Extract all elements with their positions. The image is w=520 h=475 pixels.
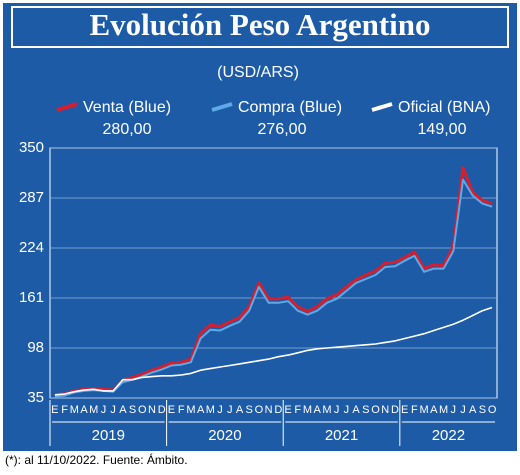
legend-label: Compra (Blue) [238, 99, 342, 116]
x-tick-label: A [352, 404, 360, 416]
x-tick-label: N [381, 404, 389, 416]
legend-label: Venta (Blue) [83, 99, 171, 116]
legend-value: 149,00 [418, 121, 467, 138]
x-tick-label: S [246, 404, 253, 416]
x-tick-label: M [322, 404, 331, 416]
x-tick-label: A [197, 404, 205, 416]
x-tick-label: J [460, 404, 466, 416]
x-tick-label: J [227, 404, 233, 416]
legend-label: Oficial (BNA) [398, 99, 490, 116]
legend-swatch [211, 102, 233, 112]
y-tick-label: 350 [19, 139, 44, 156]
x-tick-label: M [89, 404, 98, 416]
x-tick-label: J [101, 404, 107, 416]
y-tick-label: 35 [27, 389, 44, 406]
title-box [11, 6, 509, 48]
x-tick-label: M [420, 404, 429, 416]
x-tick-label: D [158, 404, 166, 416]
x-tick-label: A [119, 404, 127, 416]
x-tick-label: O [138, 404, 147, 416]
footnote: (*): al 11/10/2022. Fuente: Ámbito. [5, 452, 188, 467]
x-tick-label: F [178, 404, 185, 416]
x-tick-label: M [439, 404, 448, 416]
x-tick-label: M [186, 404, 195, 416]
x-tick-label: O [371, 404, 380, 416]
x-tick-label: F [411, 404, 418, 416]
series-line [54, 306, 493, 396]
x-tick-label: S [479, 404, 486, 416]
legend-value: 276,00 [258, 121, 307, 138]
x-tick-label: D [274, 404, 282, 416]
y-tick-label: 224 [19, 239, 44, 256]
x-tick-label: F [61, 404, 68, 416]
panel [3, 3, 517, 451]
year-label: 2021 [325, 427, 358, 444]
x-tick-label: A [469, 404, 477, 416]
x-tick-label: J [344, 404, 350, 416]
x-tick-label: S [362, 404, 369, 416]
x-tick-label: J [110, 404, 116, 416]
x-tick-label: M [303, 404, 312, 416]
x-tick-label: J [334, 404, 340, 416]
y-tick-label: 287 [19, 189, 44, 206]
y-tick-label: 161 [19, 289, 44, 306]
x-tick-label: A [80, 404, 88, 416]
year-label: 2020 [208, 427, 241, 444]
x-tick-label: N [148, 404, 156, 416]
x-tick-label: S [129, 404, 136, 416]
legend-value: 280,00 [103, 121, 152, 138]
series-line [54, 178, 493, 398]
x-tick-label: O [255, 404, 264, 416]
x-tick-label: E [284, 404, 291, 416]
chart-title: Evolución Peso Argentino [89, 7, 430, 42]
x-tick-label: N [265, 404, 273, 416]
year-label: 2022 [432, 427, 465, 444]
x-tick-label: M [206, 404, 215, 416]
chart-subtitle: (USD/ARS) [217, 64, 299, 81]
x-tick-label: F [294, 404, 301, 416]
x-tick-label: A [430, 404, 438, 416]
y-tick-label: 98 [27, 339, 44, 356]
legend-swatch [56, 102, 78, 112]
x-tick-label: A [236, 404, 244, 416]
x-tick-label: E [51, 404, 58, 416]
x-tick-label: A [314, 404, 322, 416]
x-tick-label: D [391, 404, 399, 416]
legend-swatch [371, 102, 393, 112]
x-tick-label: E [168, 404, 175, 416]
x-tick-label: M [70, 404, 79, 416]
x-tick-label: E [401, 404, 408, 416]
x-tick-label: O [488, 404, 497, 416]
x-tick-label: J [217, 404, 223, 416]
year-label: 2019 [92, 427, 125, 444]
x-tick-label: J [451, 404, 457, 416]
